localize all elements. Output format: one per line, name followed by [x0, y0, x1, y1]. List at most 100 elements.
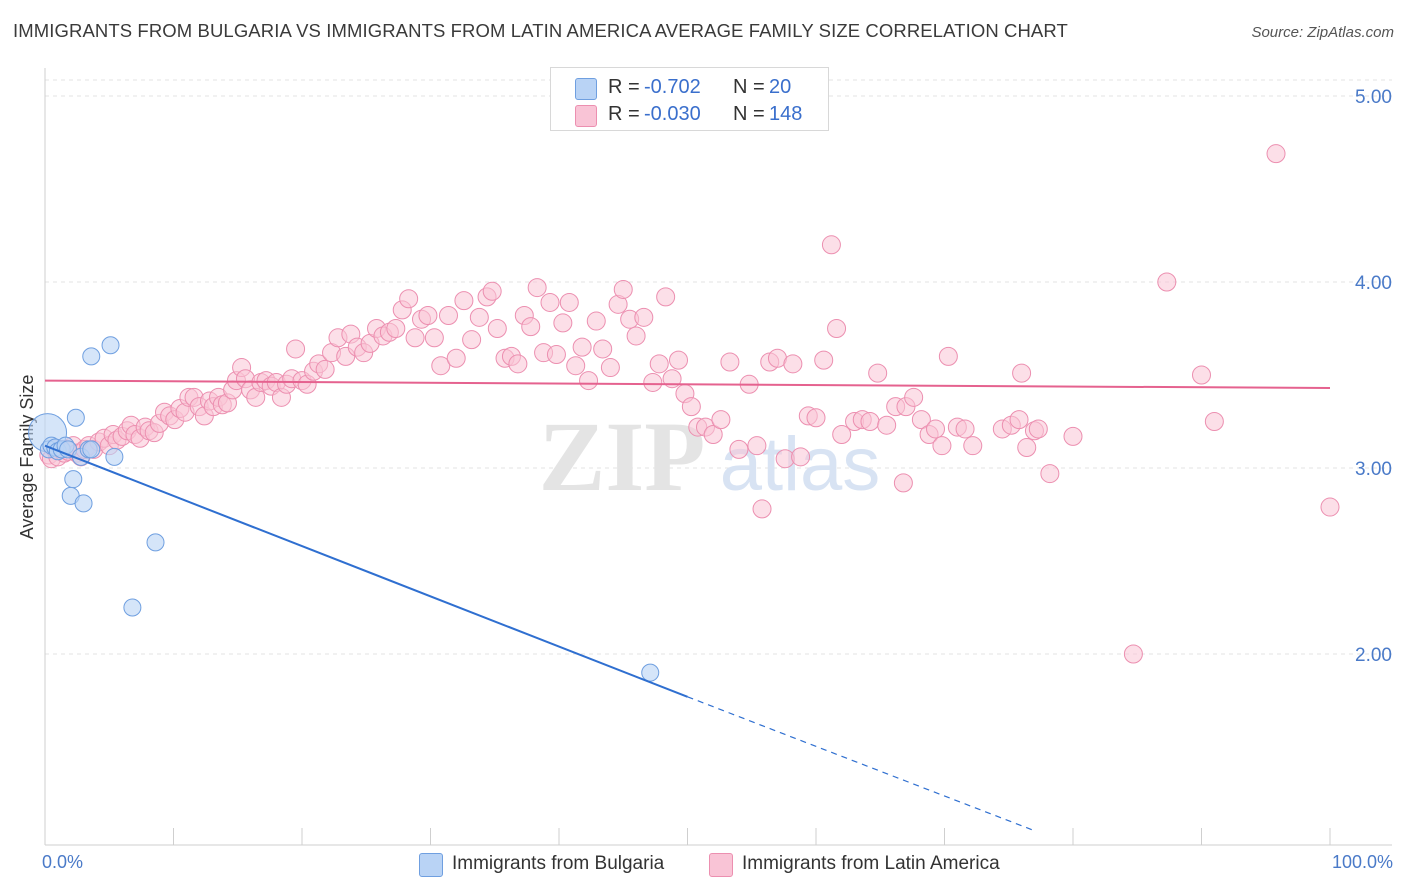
legend-n-value: 148: [769, 103, 803, 125]
legend-swatch-bulgaria: [419, 853, 443, 877]
latam-point: [893, 473, 913, 493]
y-tick-labels: 2.00 3.00 4.00 5.00: [1355, 87, 1392, 666]
latam-point: [1028, 419, 1048, 439]
legend-label-bulgaria: Immigrants from Bulgaria: [452, 853, 665, 874]
latam-point: [1204, 412, 1224, 431]
latam-point: [821, 235, 841, 255]
latam-point: [643, 372, 663, 392]
latam-point: [634, 307, 654, 327]
latam-point: [508, 354, 528, 374]
latam-point: [711, 410, 731, 430]
latam-point: [938, 346, 958, 366]
latam-point: [626, 326, 646, 346]
latam-point: [418, 305, 438, 325]
source-label: Source: ZipAtlas.com: [1251, 24, 1394, 41]
latam-point: [1157, 272, 1177, 292]
latam-point: [438, 305, 458, 325]
bulgaria-point: [74, 494, 93, 513]
latam-point: [747, 436, 767, 456]
x-max-label: 100.0%: [1331, 852, 1393, 872]
latam-point: [814, 350, 834, 370]
bulgaria-point: [64, 470, 83, 489]
bulgaria-point: [82, 347, 101, 366]
latam-point: [286, 339, 306, 359]
y-tick-label: 5.00: [1355, 87, 1392, 108]
bulgaria-point: [101, 336, 120, 355]
legend-r-label: R =: [608, 103, 640, 125]
latam-point: [860, 412, 880, 431]
series-legend: Immigrants from Bulgaria Immigrants from…: [0, 852, 1406, 878]
latam-point: [1192, 365, 1211, 385]
legend-n-label: N =: [733, 103, 765, 125]
latam-point: [752, 499, 772, 519]
legend-label-latam: Immigrants from Latin America: [742, 853, 1000, 874]
legend-swatch-latam: [575, 105, 597, 127]
latam-point: [482, 281, 502, 301]
watermark-zip: ZIP: [539, 401, 706, 512]
latam-point: [566, 356, 586, 376]
latam-point: [613, 279, 633, 299]
latam-point: [572, 337, 592, 357]
y-tick-label: 2.00: [1355, 645, 1392, 666]
latam-point: [669, 350, 689, 370]
latam-point: [926, 419, 946, 439]
legend-swatch-latam: [709, 853, 733, 877]
latam-point: [431, 356, 451, 376]
latam-point: [399, 289, 419, 309]
bulgaria-point: [641, 663, 660, 682]
latam-point: [540, 292, 560, 312]
latam-point: [649, 354, 669, 374]
bulgaria-point: [66, 408, 85, 427]
latam-point: [546, 345, 566, 365]
y-tick-label: 3.00: [1355, 459, 1392, 480]
latam-point: [579, 371, 599, 391]
latam-point: [600, 358, 620, 378]
latam-point: [868, 363, 888, 383]
latam-point: [1012, 363, 1032, 383]
latam-point: [405, 328, 425, 348]
bulgaria-point: [123, 598, 142, 617]
latam-point: [553, 313, 573, 333]
legend-n-label: N =: [733, 76, 765, 98]
latam-point: [1063, 426, 1083, 446]
latam-point: [955, 419, 975, 439]
latam-point: [720, 352, 740, 372]
y-axis-label: Average Family Size: [17, 375, 37, 540]
latam-trend-line: [44, 379, 1331, 390]
legend-r-value: -0.702: [644, 76, 701, 98]
bulgaria-point: [146, 533, 165, 552]
latam-point: [1320, 497, 1340, 517]
latam-point: [586, 311, 606, 331]
bulgaria-point: [82, 440, 101, 459]
bulgaria-point: [105, 447, 124, 466]
latam-point: [454, 291, 474, 311]
trend-lines: [44, 379, 1331, 832]
latam-point: [963, 436, 983, 456]
chart-title: IMMIGRANTS FROM BULGARIA VS IMMIGRANTS F…: [13, 20, 1068, 41]
latam-point: [386, 319, 406, 338]
latam-point: [424, 328, 444, 348]
latam-point: [791, 447, 811, 467]
latam-point: [1009, 410, 1029, 430]
legend-swatch-bulgaria: [575, 78, 597, 100]
legend-n-value: 20: [769, 76, 792, 98]
latam-point: [315, 359, 335, 379]
legend-r-value: -0.030: [644, 103, 701, 125]
latam-point: [1123, 644, 1143, 664]
latam-point: [904, 387, 924, 407]
latam-point: [832, 425, 852, 445]
latam-point: [527, 278, 547, 298]
latam-point: [911, 410, 931, 430]
latam-point: [932, 436, 952, 456]
correlation-legend: R = -0.702 N = 20 R = -0.030 N = 148: [550, 67, 829, 131]
latam-point: [806, 408, 826, 428]
latam-point: [729, 439, 749, 459]
latam-point: [487, 319, 507, 338]
latam-point: [446, 348, 466, 368]
latam-point: [827, 319, 847, 338]
latam-point: [559, 292, 579, 312]
latam-point: [1266, 144, 1286, 164]
axes: [44, 68, 1392, 846]
latam-point: [656, 287, 676, 307]
